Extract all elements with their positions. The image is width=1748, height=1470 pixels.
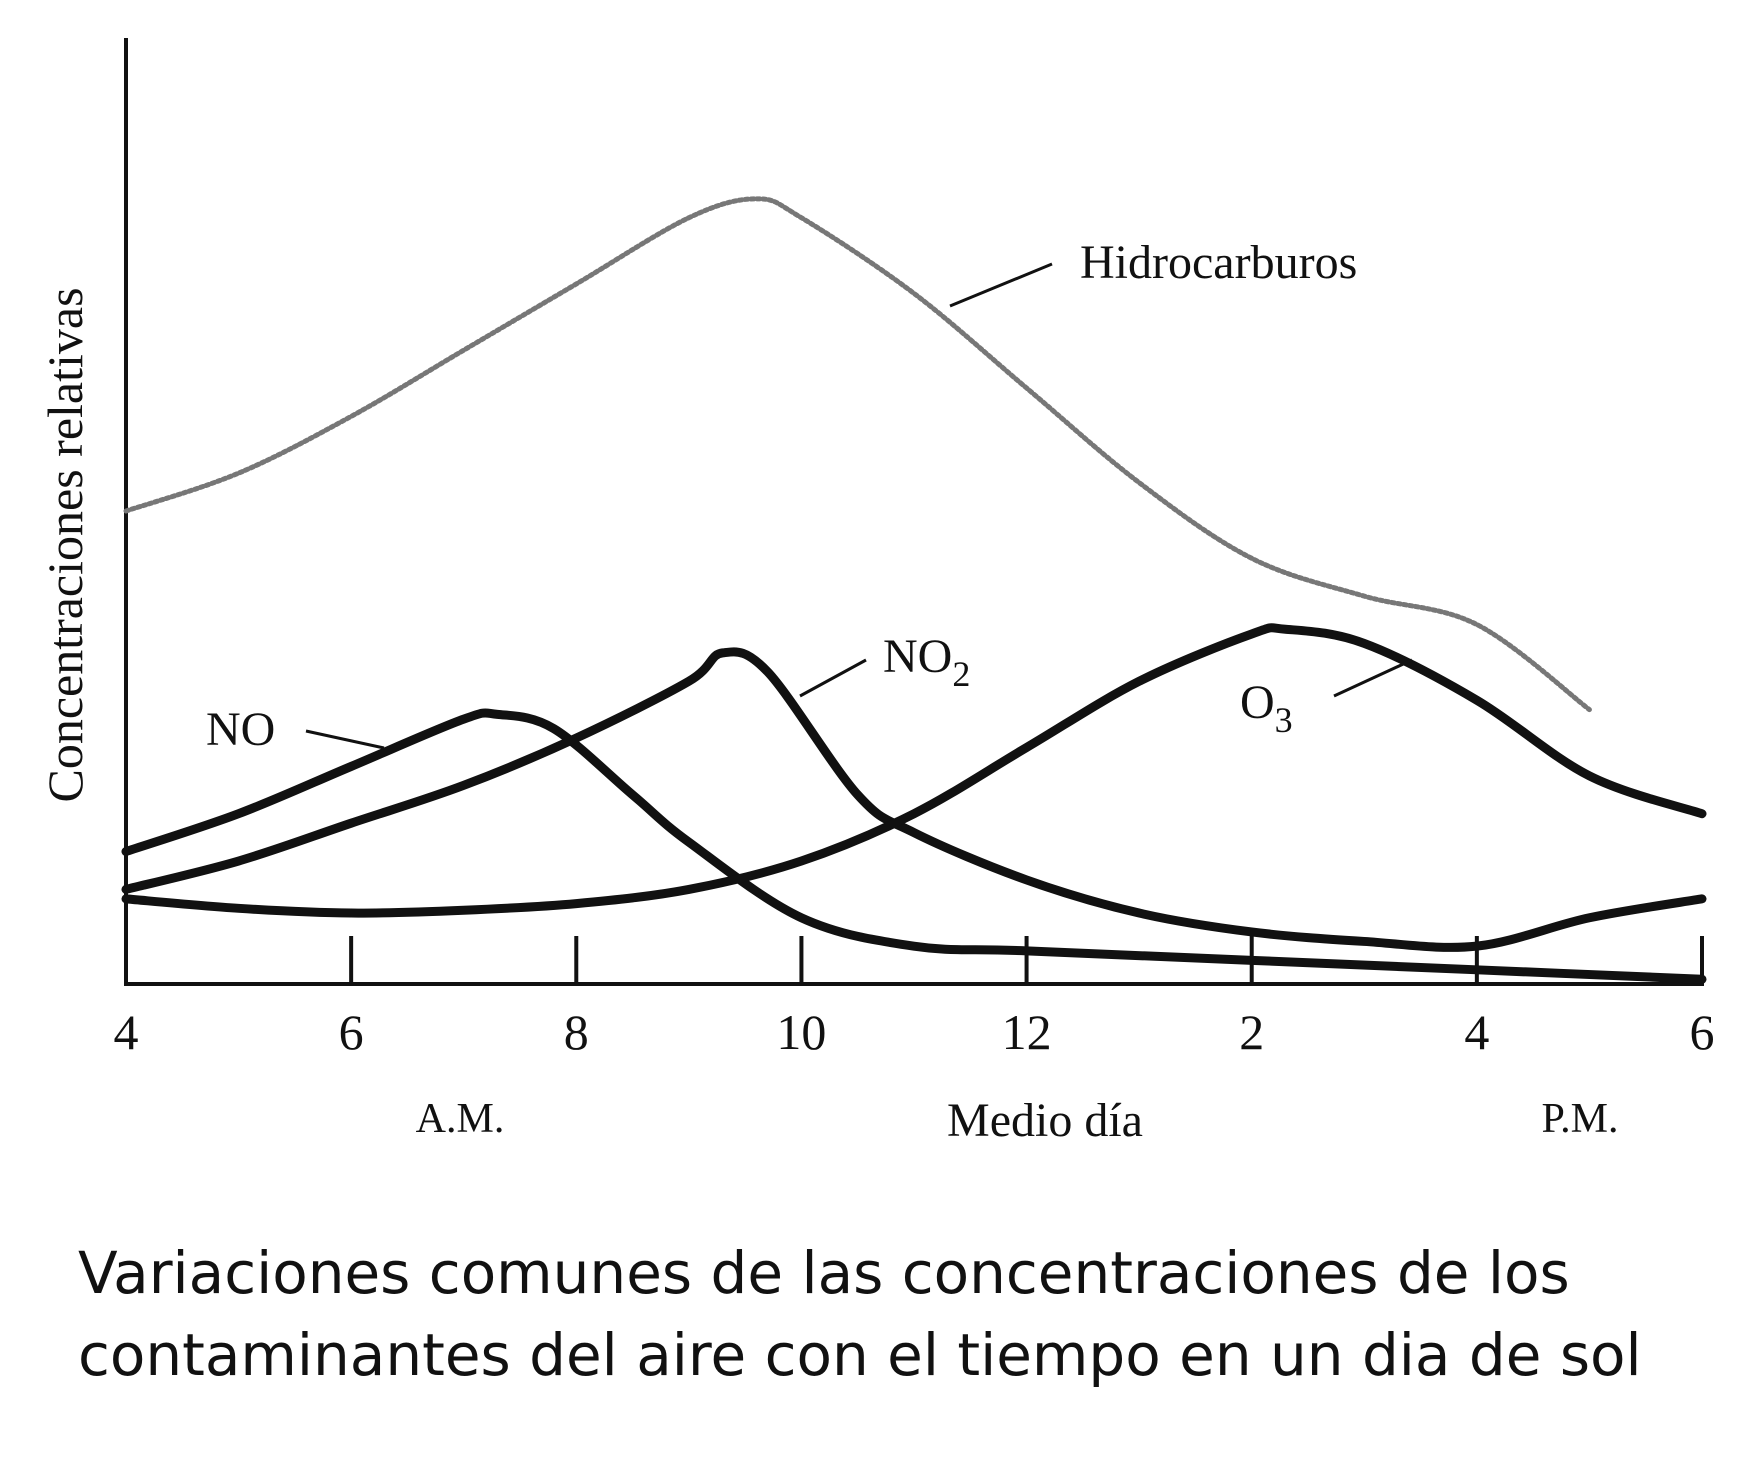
leader-line-no: [305, 729, 385, 750]
x-tick-label: 6: [339, 1004, 364, 1060]
figure-caption: Variaciones comunes de las concentracion…: [78, 1232, 1718, 1396]
leader-line-o3: [1333, 658, 1413, 698]
series-line-o3: [121, 623, 1707, 918]
x-tick-label: 4: [1464, 1004, 1489, 1060]
series-label-no2: NO2: [883, 630, 970, 694]
pm-label: P.M.: [1541, 1096, 1618, 1142]
x-tick-label: 4: [114, 1004, 139, 1060]
x-tick-label: 8: [564, 1004, 589, 1060]
caption-line-1: Variaciones comunes de las concentracion…: [78, 1239, 1570, 1307]
series-labels: Hidrocarburos NO NO2 O3: [206, 236, 1413, 756]
chart-series: [121, 196, 1707, 984]
leader-line-hidrocarburos: [949, 262, 1053, 308]
leader-line-no2: [799, 658, 867, 698]
series-line-no: [121, 708, 1707, 984]
x-tick-label: 12: [1002, 1004, 1052, 1060]
series-line-no2: [121, 647, 1707, 952]
series-label-no: NO: [206, 703, 275, 756]
x-axis-label: Medio día: [947, 1094, 1143, 1147]
x-tick-label: 6: [1690, 1004, 1715, 1060]
x-axis-ticks: 4 6 8 10 12 2 4 6: [114, 936, 1715, 1060]
x-tick-label: 2: [1239, 1004, 1264, 1060]
series-line-hidrocarburos: [123, 196, 1592, 713]
series-label-o3: O3: [1240, 676, 1293, 740]
x-tick-label: 10: [776, 1004, 826, 1060]
am-label: A.M.: [416, 1096, 505, 1142]
pollutant-concentration-chart: 4 6 8 10 12 2 4 6 Hidrocarburos NO NO2 O3 Concentr…: [37, 38, 1715, 1147]
series-label-hidrocarburos: Hidrocarburos: [1080, 236, 1357, 289]
chart-axes: [124, 38, 1704, 986]
y-axis-label: Concentraciones relativas: [37, 287, 93, 802]
caption-line-2: contaminantes del aire con el tiempo en …: [78, 1321, 1642, 1389]
